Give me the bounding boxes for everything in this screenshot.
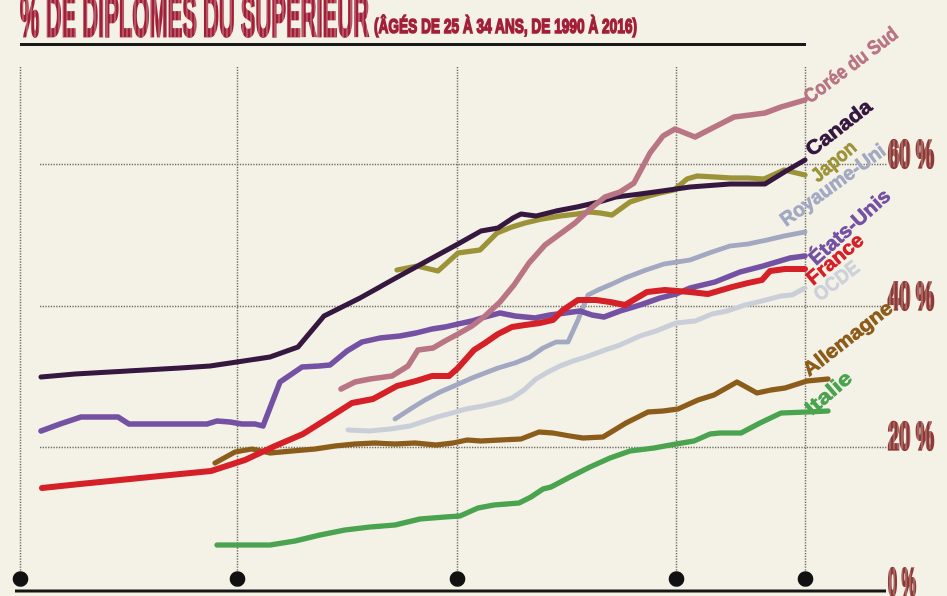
svg-text:20 %: 20 % (888, 416, 934, 458)
svg-text:0 %: 0 % (888, 562, 916, 596)
svg-text:60 %: 60 % (888, 134, 934, 176)
svg-text:(ÂGÉS DE 25 À 34 ANS, DE 1990: (ÂGÉS DE 25 À 34 ANS, DE 1990 À 2016) (374, 14, 637, 38)
svg-text:40 %: 40 % (888, 276, 934, 318)
